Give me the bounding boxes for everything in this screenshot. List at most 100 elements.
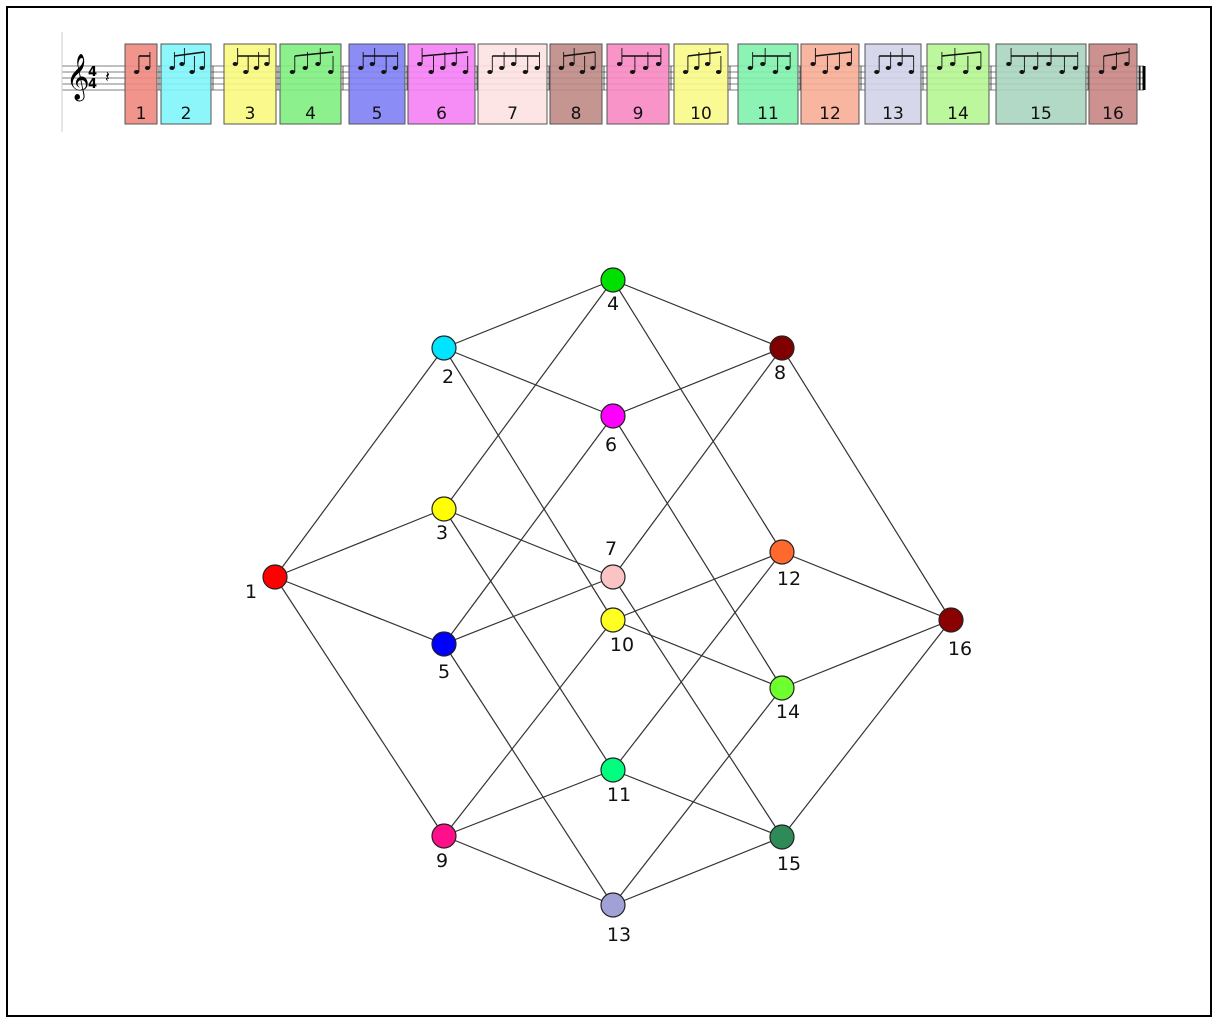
measure-4: 4	[279, 43, 344, 125]
measure-7: 7	[477, 43, 550, 125]
edge-6-8	[612, 347, 783, 417]
measure-label: 7	[507, 104, 518, 124]
node-circle	[769, 675, 795, 701]
measure-9: 9	[606, 43, 672, 125]
measure-11: 11	[737, 43, 801, 125]
measure-label: 2	[181, 104, 192, 124]
node-label: 3	[436, 522, 448, 544]
node-12: 12	[769, 539, 801, 590]
edge-1-3	[274, 508, 445, 578]
edge-15-16	[781, 619, 952, 838]
node-circle	[600, 267, 626, 293]
edge-3-11	[443, 508, 614, 771]
node-label: 16	[948, 638, 972, 660]
edge-3-4	[443, 279, 614, 510]
graph-edges	[274, 279, 952, 906]
time-signature-bottom: 4	[88, 77, 97, 92]
measure-label: 11	[757, 104, 779, 124]
node-circle	[600, 757, 626, 783]
node-circle	[600, 403, 626, 429]
measure-label: 13	[882, 104, 904, 124]
node-3: 3	[431, 496, 457, 544]
node-label: 9	[436, 850, 448, 872]
node-label: 6	[605, 434, 617, 456]
measure-2: 2	[160, 43, 214, 125]
edge-11-12	[612, 551, 783, 771]
music-score: 𝄞 4 4 𝄽 1 2 3 4 5 6 7 8 9 10 11 12 13 14 15 16	[61, 32, 1146, 132]
node-label: 2	[442, 366, 454, 388]
node-5: 5	[431, 631, 457, 683]
edge-1-9	[274, 576, 445, 837]
node-16: 16	[938, 607, 972, 660]
measure-6: 6	[407, 43, 478, 125]
measure-label: 6	[436, 104, 447, 124]
node-label: 10	[610, 634, 634, 656]
edge-8-16	[781, 347, 952, 621]
node-9: 9	[431, 823, 457, 872]
measure-label: 15	[1030, 104, 1052, 124]
measure-13: 13	[864, 43, 924, 125]
node-circle	[431, 335, 457, 361]
node-14: 14	[769, 675, 800, 723]
node-label: 11	[607, 784, 631, 806]
edge-9-10	[443, 619, 614, 837]
node-label: 14	[776, 701, 800, 723]
node-11: 11	[600, 757, 631, 806]
figure-frame	[6, 6, 1212, 1017]
measure-16: 16	[1088, 43, 1140, 125]
measure-label: 9	[633, 104, 644, 124]
node-6: 6	[600, 403, 626, 456]
node-circle	[600, 607, 626, 633]
node-10: 10	[600, 607, 634, 656]
node-7: 7	[600, 538, 626, 590]
node-circle	[769, 824, 795, 850]
measure-12: 12	[800, 43, 862, 125]
node-label: 8	[774, 362, 786, 384]
measure-10: 10	[673, 43, 731, 125]
edge-14-16	[781, 619, 952, 689]
edge-5-6	[443, 415, 614, 645]
node-label: 7	[605, 538, 617, 560]
edge-7-15	[612, 576, 783, 838]
edge-2-6	[443, 347, 614, 417]
measure-label: 3	[245, 104, 256, 124]
edge-9-13	[443, 835, 614, 906]
edge-12-16	[781, 551, 952, 621]
node-2: 2	[431, 335, 457, 388]
node-label: 13	[607, 924, 631, 946]
edge-2-10	[443, 347, 614, 621]
measure-label: 10	[690, 104, 712, 124]
node-8: 8	[769, 335, 795, 384]
measure-14: 14	[926, 43, 992, 125]
measures: 1 2 3 4 5 6 7 8 9 10 11 12 13 14 15 16	[124, 43, 1140, 125]
node-circle	[431, 496, 457, 522]
node-13: 13	[600, 892, 631, 946]
edge-10-12	[612, 551, 783, 621]
node-circle	[431, 823, 457, 849]
measure-label: 4	[305, 104, 316, 124]
node-circle	[600, 892, 626, 918]
edge-4-8	[612, 279, 783, 349]
edge-1-2	[274, 347, 445, 578]
edge-13-14	[612, 687, 783, 906]
edge-5-7	[443, 576, 614, 645]
edge-11-15	[612, 769, 783, 838]
measure-label: 14	[947, 104, 969, 124]
edge-13-15	[612, 836, 783, 906]
measure-8: 8	[549, 43, 605, 125]
node-circle	[769, 335, 795, 361]
edge-5-13	[443, 643, 614, 906]
measure-1: 1	[124, 43, 160, 125]
edge-4-12	[612, 279, 783, 553]
measure-label: 12	[819, 104, 841, 124]
measure-15: 15	[995, 43, 1089, 125]
final-barline	[1139, 66, 1146, 90]
node-4: 4	[600, 267, 626, 315]
node-15: 15	[769, 824, 801, 875]
node-label: 12	[777, 568, 801, 590]
edge-2-4	[443, 279, 614, 349]
time-signature-top: 4	[88, 65, 97, 80]
node-1: 1	[245, 564, 288, 603]
